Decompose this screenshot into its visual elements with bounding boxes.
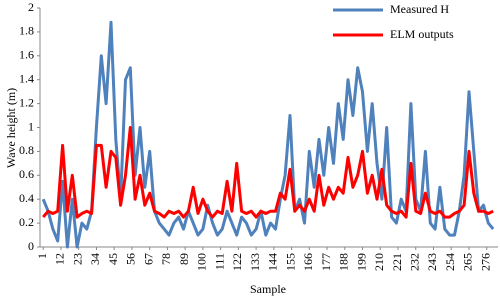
x-tick-label: 56 bbox=[124, 253, 138, 265]
y-tick-label: 1.8 bbox=[19, 24, 34, 38]
x-tick-label: 199 bbox=[354, 253, 368, 271]
x-tick-label: 34 bbox=[88, 253, 102, 265]
x-tick-label: 100 bbox=[195, 253, 209, 271]
y-tick-label: 0.4 bbox=[19, 191, 34, 205]
y-tick-label: 0 bbox=[28, 239, 34, 253]
x-tick-label: 23 bbox=[70, 253, 84, 265]
x-tick-label: 122 bbox=[230, 253, 244, 271]
y-axis-label: Wave height (m) bbox=[4, 88, 18, 168]
x-tick-label: 144 bbox=[266, 253, 280, 271]
y-tick-label: 1.6 bbox=[19, 48, 34, 62]
x-tick-label: 265 bbox=[461, 253, 475, 271]
x-tick-label: 243 bbox=[425, 253, 439, 271]
x-tick-label: 111 bbox=[212, 253, 226, 270]
x-tick-label: 188 bbox=[337, 253, 351, 271]
y-tick-label: 0.8 bbox=[19, 143, 34, 157]
y-tick-label: 1 bbox=[28, 119, 34, 133]
y-tick-label: 2 bbox=[28, 0, 34, 14]
x-tick-label: 45 bbox=[106, 253, 120, 265]
y-tick-label: 0.6 bbox=[19, 167, 34, 181]
x-tick-label: 232 bbox=[408, 253, 422, 271]
y-tick-label: 1.4 bbox=[19, 71, 34, 85]
legend-label: Measured H bbox=[390, 2, 449, 16]
x-tick-label: 12 bbox=[53, 253, 67, 265]
x-tick-label: 67 bbox=[141, 253, 155, 265]
x-tick-label: 155 bbox=[283, 253, 297, 271]
y-tick-label: 1.2 bbox=[19, 95, 34, 109]
x-tick-label: 133 bbox=[248, 253, 262, 271]
x-tick-label: 210 bbox=[372, 253, 386, 271]
x-tick-label: 177 bbox=[319, 253, 333, 271]
x-tick-label: 89 bbox=[177, 253, 191, 265]
x-tick-label: 78 bbox=[159, 253, 173, 265]
x-tick-label: 276 bbox=[478, 253, 492, 271]
x-tick-label: 166 bbox=[301, 253, 315, 271]
x-tick-label: 1 bbox=[35, 253, 49, 259]
x-axis-label: Sample bbox=[250, 282, 286, 296]
y-tick-label: 0.2 bbox=[19, 215, 34, 229]
data-line bbox=[42, 126, 494, 219]
legend-label: ELM outputs bbox=[390, 27, 454, 41]
x-tick-label: 254 bbox=[443, 253, 457, 271]
x-tick-label: 221 bbox=[390, 253, 404, 271]
legend-box bbox=[329, 25, 495, 45]
legend-box bbox=[329, 0, 495, 20]
